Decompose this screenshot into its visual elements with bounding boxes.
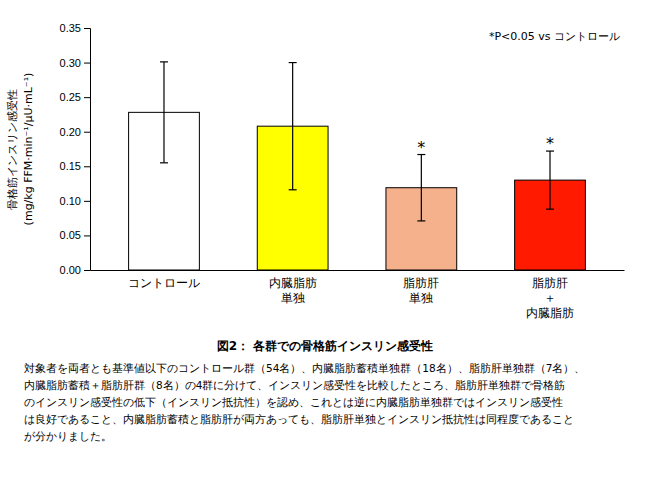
y-axis: 0.00 0.05 0.10 0.15 0.20 0.25 0.30 0.35	[60, 22, 91, 276]
y-tick-label: 0.00	[60, 264, 81, 276]
y-tick-mark	[84, 97, 90, 98]
significance-marker: *	[417, 138, 425, 157]
significance-marker: *	[546, 134, 554, 153]
x-axis-line	[91, 270, 625, 271]
error-bar-cap	[417, 220, 425, 221]
x-tick: 脂肪肝＋内臓脂肪	[526, 270, 574, 320]
y-tick-label: 0.05	[60, 229, 81, 241]
error-bar-cap	[160, 162, 168, 163]
x-tick: 内臓脂肪単独	[269, 270, 317, 305]
y-axis-title-line: 骨格筋インスリン感受性	[6, 89, 19, 210]
caption-line: 内臓脂肪蓄積＋脂肪肝群（8名）の4群に分けて、インスリン感受性を比較したところ、…	[24, 379, 565, 392]
caption-line: が分かりました。	[24, 430, 112, 442]
y-axis-title-line: (mg/kg FFM·min⁻¹/μU·mL⁻¹)	[22, 73, 35, 226]
error-bar	[160, 62, 168, 163]
y-tick: 0.15	[60, 160, 90, 172]
x-tick-label-line: 単独	[409, 291, 433, 305]
y-tick-mark	[84, 166, 90, 167]
y-tick-mark	[84, 28, 90, 29]
y-tick-label: 0.25	[60, 91, 81, 103]
y-tick: 0.30	[60, 57, 90, 69]
plot: 0.000.050.100.150.200.250.300.35コントロール内臓…	[6, 22, 625, 320]
error-bar-line	[163, 62, 164, 163]
caption-body: 対象者を両者とも基準値以下のコントロール群（54名）、内臓脂肪蓄積単独群（18名…	[24, 362, 585, 442]
x-tick-label-line: ＋	[544, 291, 556, 305]
x-tick-label-line: 単独	[281, 291, 305, 305]
x-tick-label-line: 内臓脂肪	[269, 276, 317, 290]
y-tick-mark	[84, 63, 90, 64]
error-bar-line	[549, 151, 550, 209]
x-tick-label-line: 脂肪肝	[532, 276, 568, 290]
x-tick-label: 脂肪肝単独	[403, 276, 439, 305]
caption-line: は良好であること、内臓脂肪蓄積と脂肪肝が両方あっても、脂肪肝単独とインスリン抵抗…	[24, 413, 574, 425]
error-bar-cap	[160, 61, 168, 62]
error-bar-cap	[546, 209, 554, 210]
y-tick: 0.05	[60, 229, 90, 241]
marks	[129, 62, 586, 270]
y-tick: 0.10	[60, 195, 90, 207]
y-tick-mark	[84, 201, 90, 202]
error-bar	[289, 63, 297, 190]
y-tick-mark	[84, 235, 90, 236]
error-bar-cap	[289, 62, 297, 63]
error-bar-cap	[289, 189, 297, 190]
y-tick: 0.25	[60, 91, 90, 103]
x-tick: コントロール	[128, 270, 200, 290]
y-axis-line	[84, 29, 91, 271]
caption-line: 対象者を両者とも基準値以下のコントロール群（54名）、内臓脂肪蓄積単独群（18名…	[24, 362, 585, 374]
y-tick-mark	[84, 132, 90, 133]
y-tick-mark	[84, 270, 90, 271]
error-bar-line	[292, 63, 293, 190]
x-tick-label: 脂肪肝＋内臓脂肪	[526, 276, 574, 320]
x-axis: コントロール内臓脂肪単独脂肪肝単独脂肪肝＋内臓脂肪	[91, 270, 625, 320]
y-tick-label: 0.30	[60, 57, 81, 69]
y-axis-title: 骨格筋インスリン感受性(mg/kg FFM·min⁻¹/μU·mL⁻¹)	[6, 73, 35, 226]
caption-line: のインスリン感受性の低下（インスリン抵抗性）を認め、これとは逆に内臓脂肪単独群で…	[24, 396, 563, 408]
error-bar	[546, 151, 554, 209]
x-tick-label-line: 内臓脂肪	[526, 306, 574, 320]
y-tick-label: 0.20	[60, 126, 81, 138]
x-tick-label: 内臓脂肪単独	[269, 276, 317, 305]
x-tick-label-line: 脂肪肝	[403, 276, 439, 290]
x-tick-label-line: コントロール	[128, 276, 200, 290]
error-bar	[417, 155, 425, 221]
y-tick-label: 0.15	[60, 160, 81, 172]
caption-title: 図2： 各群での骨格筋インスリン感受性	[217, 339, 434, 353]
y-tick-label: 0.35	[60, 22, 81, 34]
chart: 0.000.050.100.150.200.250.300.35コントロール内臓…	[0, 0, 650, 498]
texts: * * *P<0.05 vs コントロール骨格筋インスリン感受性(mg/kg FFM…	[6, 30, 620, 225]
error-bar-line	[421, 155, 422, 221]
y-tick: 0.20	[60, 126, 90, 138]
y-tick: 0.00	[60, 264, 90, 276]
x-tick-label: コントロール	[128, 276, 200, 290]
x-tick: 脂肪肝単独	[403, 270, 439, 305]
y-tick: 0.35	[60, 22, 90, 34]
annotation: *P<0.05 vs コントロール	[489, 30, 620, 43]
y-tick-label: 0.10	[60, 195, 81, 207]
